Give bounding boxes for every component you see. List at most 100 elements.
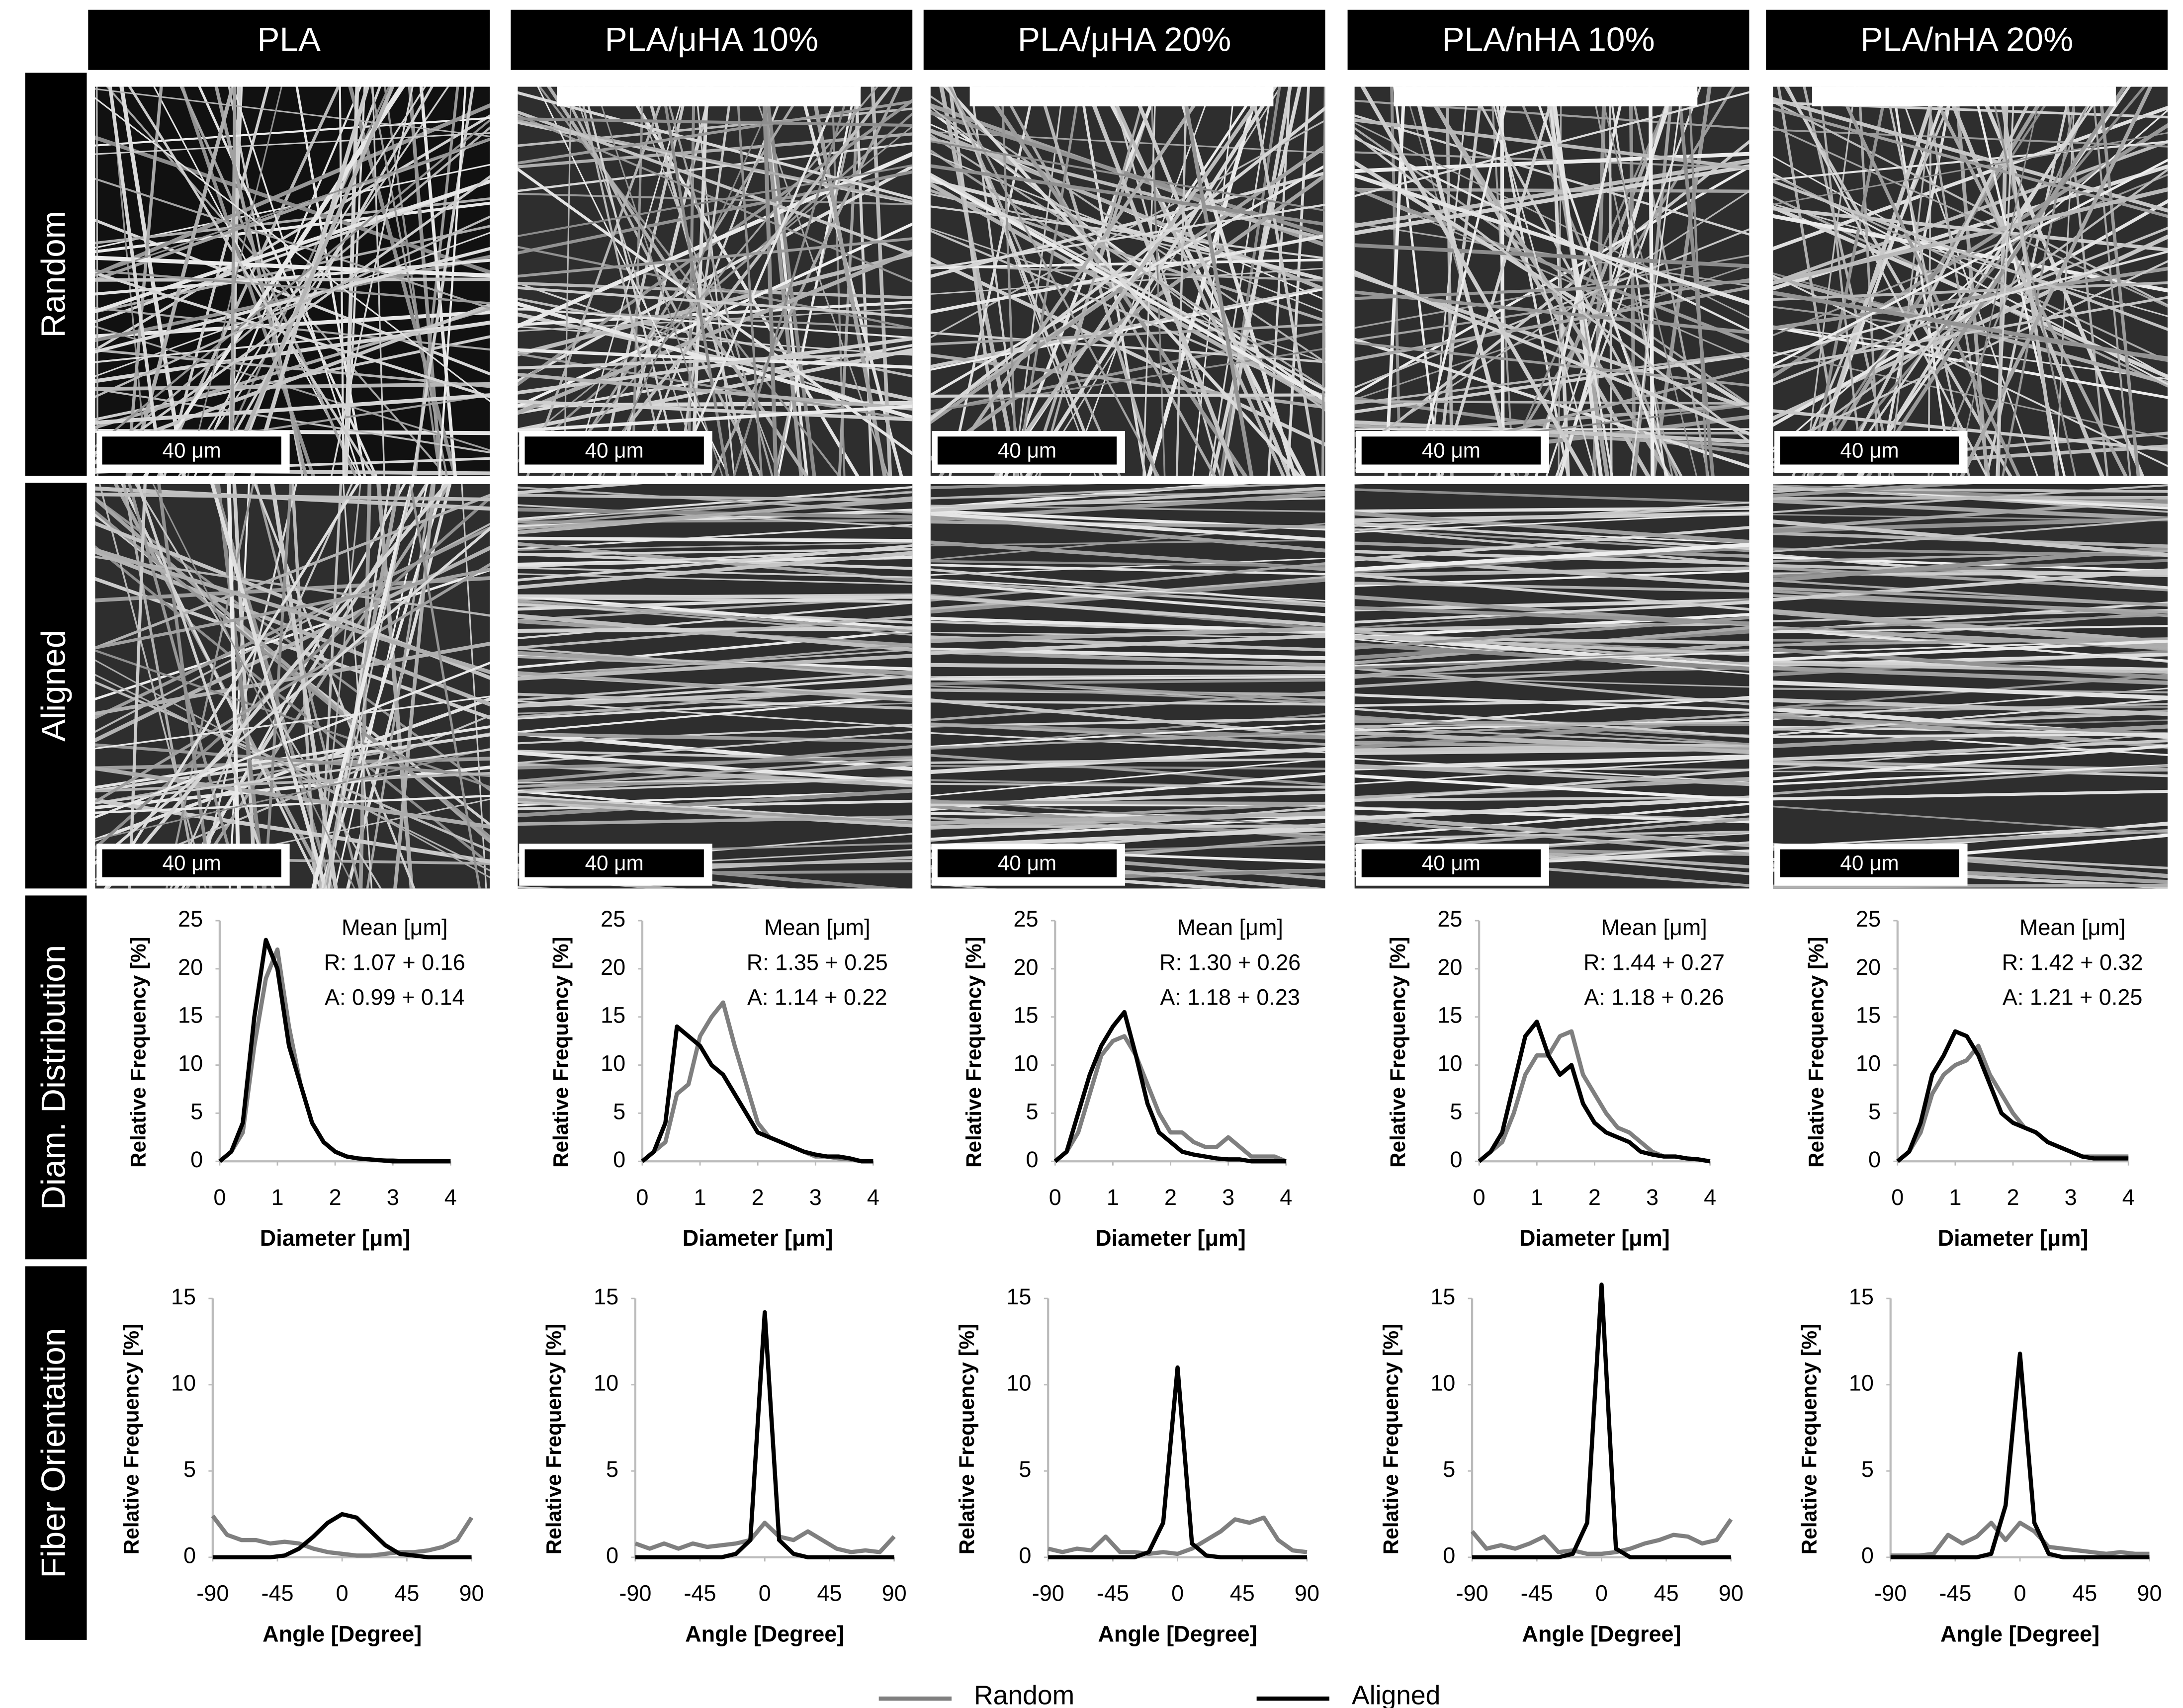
row-header bbox=[25, 73, 87, 476]
fiber bbox=[930, 812, 1325, 825]
fiber bbox=[855, 86, 873, 476]
fiber bbox=[930, 804, 1325, 840]
fiber bbox=[572, 86, 687, 476]
fiber bbox=[1773, 484, 1974, 498]
y-tick-label: 20 bbox=[601, 954, 625, 980]
fiber bbox=[930, 484, 1317, 500]
fiber bbox=[1354, 351, 1749, 405]
fiber bbox=[1354, 707, 1749, 738]
fiber bbox=[1676, 86, 1715, 476]
fiber bbox=[930, 133, 1325, 390]
fiber bbox=[1354, 521, 1749, 550]
x-tick-label: -90 bbox=[196, 1581, 229, 1606]
x-tick-label: 2 bbox=[2007, 1185, 2019, 1210]
fiber bbox=[1500, 86, 1505, 476]
fiber bbox=[930, 513, 1325, 553]
x-tick-label: 4 bbox=[444, 1185, 457, 1210]
fiber bbox=[547, 86, 808, 476]
fiber bbox=[518, 286, 913, 318]
fiber bbox=[930, 674, 1325, 678]
fiber bbox=[95, 322, 490, 363]
fiber bbox=[930, 679, 1325, 685]
fiber bbox=[1354, 802, 1749, 839]
image-tab bbox=[969, 86, 1274, 106]
fiber bbox=[518, 237, 913, 278]
x-tick-label: 0 bbox=[759, 1581, 771, 1606]
fiber bbox=[663, 86, 774, 476]
fiber bbox=[551, 86, 878, 476]
fiber bbox=[95, 695, 490, 750]
fiber bbox=[1354, 134, 1749, 443]
fiber bbox=[1773, 566, 2168, 592]
fiber bbox=[930, 568, 1325, 605]
fiber bbox=[1773, 516, 2168, 533]
fiber bbox=[1773, 499, 2168, 521]
sem-fibers bbox=[518, 484, 913, 889]
y-axis-label: Relative Frequency [%] bbox=[1379, 1324, 1402, 1555]
fiber bbox=[1773, 290, 2168, 362]
fiber bbox=[95, 179, 490, 314]
fiber bbox=[1110, 86, 1222, 476]
y-tick-label: 5 bbox=[1868, 1099, 1881, 1124]
y-tick-label: 10 bbox=[1849, 1370, 1874, 1396]
fiber bbox=[1633, 86, 1674, 476]
fiber bbox=[95, 798, 490, 864]
x-tick-label: 0 bbox=[2014, 1581, 2026, 1606]
fiber bbox=[95, 177, 490, 310]
fiber bbox=[736, 86, 763, 476]
fiber bbox=[1354, 188, 1749, 361]
fiber bbox=[1930, 86, 2096, 476]
fiber bbox=[1354, 795, 1749, 821]
x-axis-label: Diameter [μm] bbox=[1519, 1225, 1670, 1251]
fiber bbox=[1354, 528, 1749, 566]
fiber bbox=[1773, 662, 2168, 674]
fiber bbox=[1354, 136, 1749, 332]
x-tick-label: -90 bbox=[1456, 1581, 1488, 1606]
fiber bbox=[930, 663, 1325, 671]
fiber bbox=[170, 484, 353, 889]
x-tick-label: 3 bbox=[809, 1185, 822, 1210]
fiber bbox=[409, 484, 481, 889]
fiber bbox=[518, 504, 913, 528]
fiber bbox=[518, 886, 566, 889]
scale-bar-label: 40 μm bbox=[998, 852, 1056, 875]
fiber bbox=[95, 114, 490, 352]
fiber bbox=[1175, 86, 1188, 476]
series-line bbox=[1896, 1029, 2129, 1163]
fiber bbox=[930, 676, 1325, 681]
fiber bbox=[1878, 86, 1954, 476]
fiber bbox=[1773, 350, 2168, 439]
x-tick-label: 2 bbox=[1164, 1185, 1177, 1210]
fiber bbox=[1773, 206, 2168, 252]
fiber bbox=[930, 393, 1325, 398]
fiber bbox=[1773, 628, 2168, 662]
scale-bar bbox=[102, 436, 281, 465]
scale-bar-label: 40 μm bbox=[163, 438, 221, 462]
fiber bbox=[930, 595, 1325, 627]
series-line bbox=[1053, 1034, 1287, 1164]
fiber bbox=[939, 86, 1019, 476]
fiber bbox=[1773, 547, 2168, 557]
fiber bbox=[762, 86, 778, 476]
fiber bbox=[518, 745, 913, 783]
fiber bbox=[518, 601, 913, 640]
fiber bbox=[1354, 774, 1749, 802]
fiber bbox=[930, 732, 1325, 749]
fiber bbox=[1808, 86, 1889, 476]
fiber bbox=[930, 685, 1325, 703]
fiber bbox=[2091, 86, 2131, 476]
fiber bbox=[518, 542, 913, 551]
fiber bbox=[518, 731, 913, 771]
x-tick-label: 4 bbox=[1704, 1185, 1716, 1210]
fiber bbox=[178, 86, 426, 476]
row-header-text: Diam. Distribution bbox=[35, 945, 72, 1210]
fiber bbox=[1998, 86, 2059, 476]
scale-bar bbox=[1780, 436, 1959, 465]
x-tick-label: 90 bbox=[2137, 1581, 2162, 1606]
legend-label: Aligned bbox=[1352, 1681, 1440, 1708]
fiber bbox=[1354, 290, 1749, 335]
annotation: A: 1.14 + 0.22 bbox=[747, 985, 887, 1010]
fiber bbox=[108, 86, 164, 476]
fiber bbox=[518, 492, 913, 522]
column-header-text: PLA bbox=[257, 21, 321, 58]
